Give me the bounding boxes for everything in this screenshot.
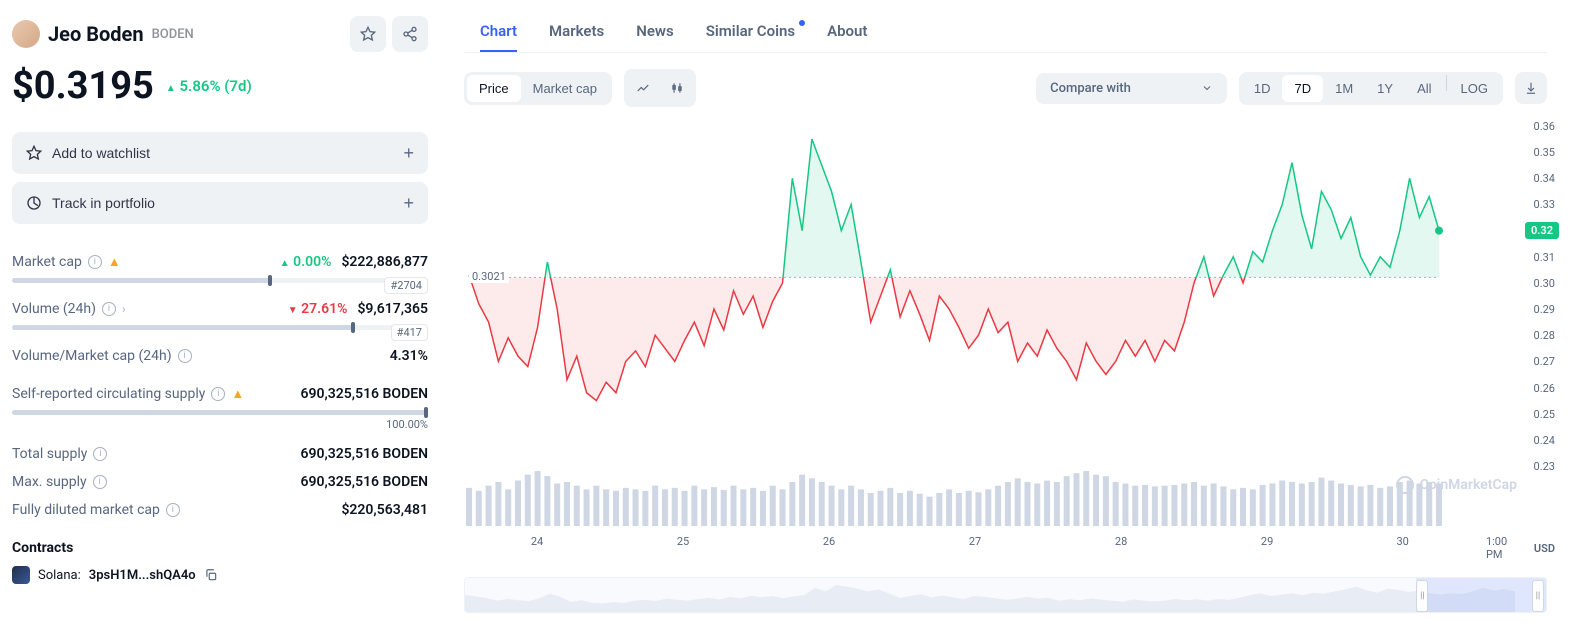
- marketcap-rank: #2704: [384, 277, 428, 294]
- star-button[interactable]: [350, 16, 386, 52]
- solana-icon: [12, 566, 30, 584]
- baseline-label: 0.3021: [469, 270, 509, 283]
- range-1m[interactable]: 1M: [1323, 75, 1365, 102]
- tab-similar-coins[interactable]: Similar Coins: [706, 12, 795, 52]
- price-chart[interactable]: 0.230.240.250.260.270.280.290.300.310.32…: [464, 121, 1547, 551]
- fdmc-label: Fully diluted market cap i: [12, 502, 180, 518]
- max-value: 690,325,516 BODEN: [301, 474, 429, 490]
- download-icon[interactable]: [1515, 72, 1547, 104]
- range-1d[interactable]: 1D: [1242, 75, 1283, 102]
- info-icon[interactable]: i: [178, 349, 192, 363]
- range-7d[interactable]: 7D: [1282, 75, 1323, 102]
- coin-avatar: [12, 20, 40, 48]
- log-toggle[interactable]: LOG: [1449, 75, 1500, 102]
- circ-pct: 100.00%: [386, 418, 428, 431]
- tab-about[interactable]: About: [827, 12, 867, 52]
- view-price[interactable]: Price: [467, 75, 521, 102]
- range-1y[interactable]: 1Y: [1365, 75, 1405, 102]
- fdmc-value: $220,563,481: [341, 502, 428, 518]
- circ-label: Self-reported circulating supply i ▲: [12, 386, 244, 402]
- coin-name: Jeo Boden: [48, 22, 144, 46]
- chain-label: Solana:: [38, 568, 81, 583]
- info-icon[interactable]: i: [211, 387, 225, 401]
- price: $0.3195: [12, 64, 154, 108]
- info-icon[interactable]: i: [93, 447, 107, 461]
- info-icon[interactable]: i: [88, 255, 102, 269]
- max-label: Max. supply i: [12, 474, 107, 490]
- compare-button[interactable]: Compare with: [1036, 73, 1227, 104]
- share-button[interactable]: [392, 16, 428, 52]
- price-change: ▲ 5.86% (7d): [166, 77, 252, 95]
- contracts-title: Contracts: [12, 540, 428, 556]
- info-icon[interactable]: i: [102, 302, 116, 316]
- marketcap-value: $222,886,877: [341, 254, 428, 270]
- volume-rank: #417: [391, 324, 428, 341]
- copy-icon[interactable]: [204, 568, 218, 582]
- currency-label: USD: [1534, 542, 1555, 555]
- candlestick-icon[interactable]: [661, 72, 693, 104]
- coin-symbol: BODEN: [152, 27, 194, 42]
- view-market-cap[interactable]: Market cap: [521, 75, 609, 102]
- add-watchlist-button[interactable]: Add to watchlist+: [12, 132, 428, 174]
- volmc-label: Volume/Market cap (24h) i: [12, 348, 192, 364]
- marketcap-change: ▲ 0.00%: [280, 254, 332, 270]
- range-slider[interactable]: || ||: [464, 577, 1547, 613]
- track-portfolio-button[interactable]: Track in portfolio+: [12, 182, 428, 224]
- range-handle-left[interactable]: ||: [1416, 580, 1428, 612]
- watermark: CoinMarketCap: [1396, 476, 1517, 494]
- tab-chart[interactable]: Chart: [480, 12, 517, 52]
- marketcap-label: Market cap i ▲: [12, 254, 121, 270]
- current-price-badge: 0.32: [1525, 222, 1559, 239]
- range-handle-right[interactable]: ||: [1532, 580, 1544, 612]
- circ-value: 690,325,516 BODEN: [301, 386, 429, 402]
- volmc-value: 4.31%: [390, 348, 428, 364]
- warning-icon[interactable]: ▲: [108, 254, 121, 270]
- info-icon[interactable]: i: [93, 475, 107, 489]
- total-label: Total supply i: [12, 446, 107, 462]
- volume-label: Volume (24h) i ›: [12, 301, 126, 317]
- tab-markets[interactable]: Markets: [549, 12, 604, 52]
- volume-change: ▼ 27.61%: [288, 301, 348, 317]
- tab-news[interactable]: News: [636, 12, 673, 52]
- info-icon[interactable]: i: [166, 503, 180, 517]
- total-value: 690,325,516 BODEN: [301, 446, 429, 462]
- range-all[interactable]: All: [1405, 75, 1443, 102]
- volume-value: $9,617,365: [357, 301, 428, 317]
- line-chart-icon[interactable]: [627, 72, 659, 104]
- warning-icon[interactable]: ▲: [231, 386, 244, 402]
- contract-address[interactable]: 3psH1M...shQA4o: [89, 568, 196, 583]
